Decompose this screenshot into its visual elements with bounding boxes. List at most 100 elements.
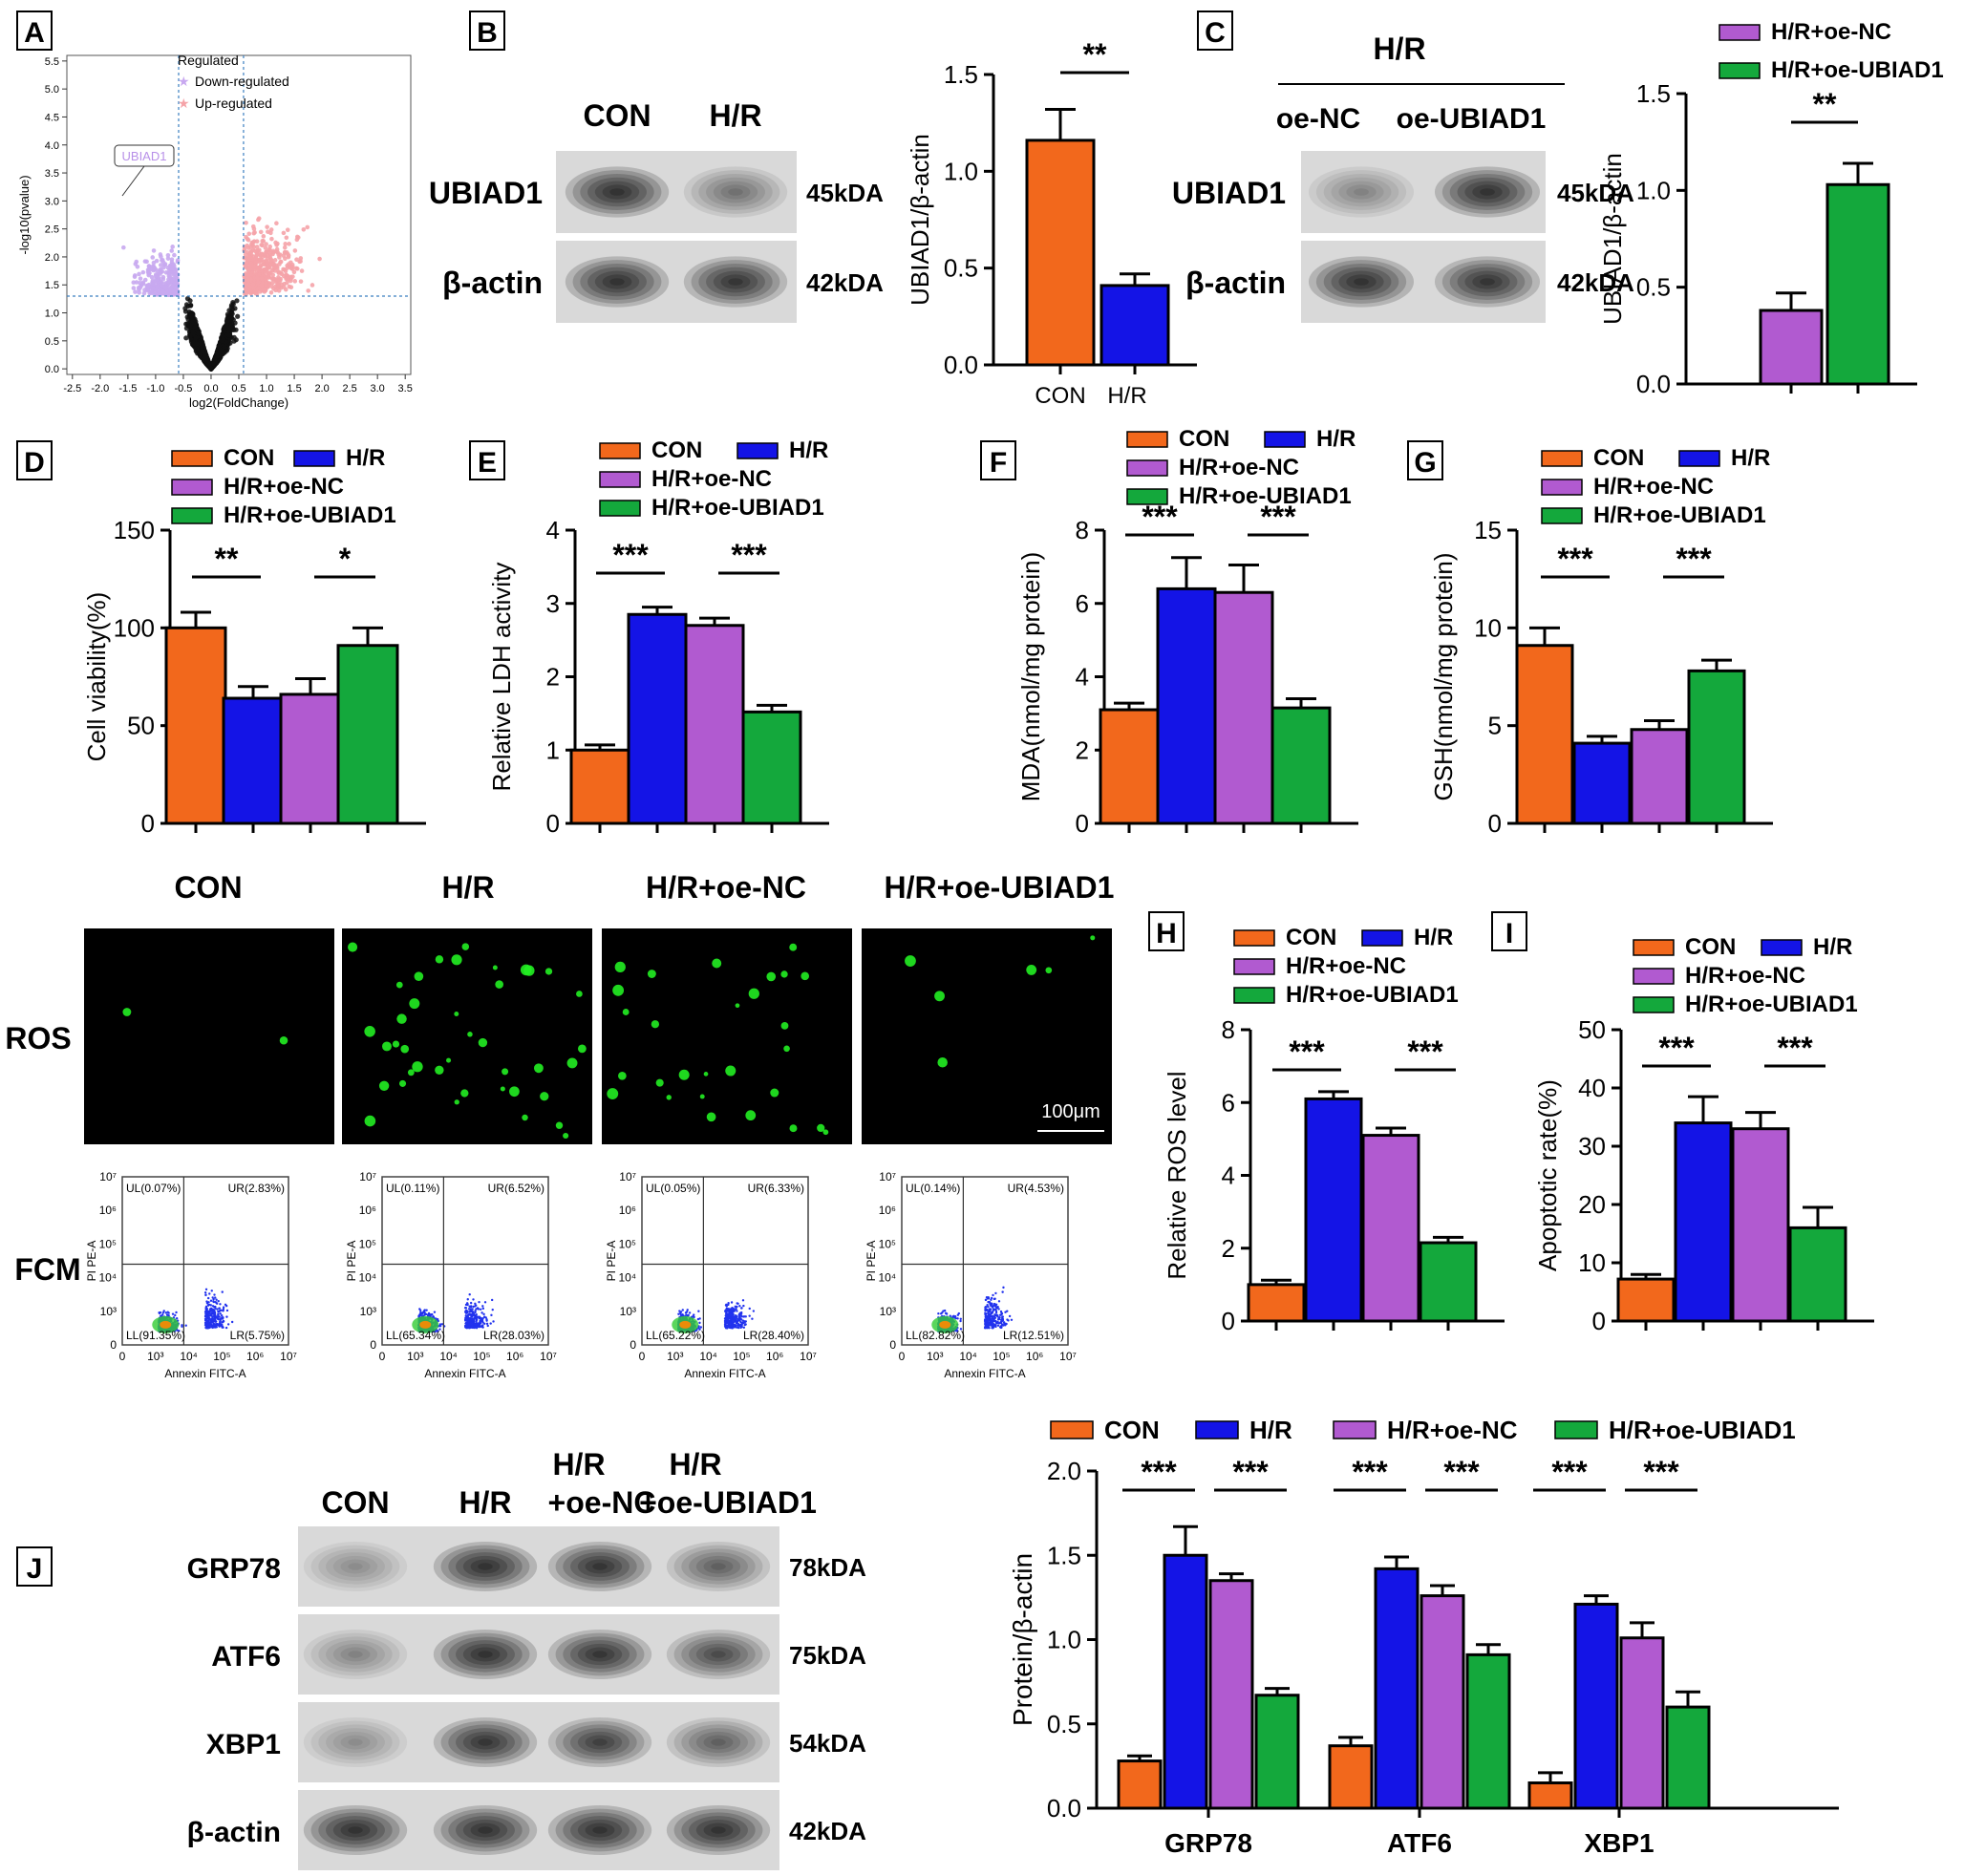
ros-cell bbox=[622, 1009, 630, 1015]
chartG-legend-swatch bbox=[1541, 450, 1583, 467]
volcano-point-down bbox=[154, 258, 160, 264]
chartG-ytick-label: 15 bbox=[1474, 516, 1502, 544]
ros-cell bbox=[495, 980, 503, 989]
volcano-point-ns bbox=[185, 316, 191, 322]
ros-cell bbox=[905, 955, 916, 967]
chartF-legend-swatch bbox=[1264, 431, 1306, 448]
volcano-point-down bbox=[163, 270, 169, 275]
volcano-point-up bbox=[301, 226, 307, 232]
volcano-point-up bbox=[251, 239, 257, 244]
chartD-ytick-label: 0 bbox=[141, 809, 155, 838]
chartD-ylabel: Cell viability(%) bbox=[82, 592, 111, 762]
volcano-point-down bbox=[170, 245, 175, 249]
chartD-bar bbox=[222, 696, 285, 825]
volcano-point-up bbox=[264, 249, 268, 255]
chartG-sig-label: *** bbox=[1676, 542, 1712, 576]
volcano-ytick-label: 1.0 bbox=[45, 309, 59, 320]
volcano-ytick-label: 2.5 bbox=[45, 224, 59, 236]
chartJ-legend-label: H/R+oe-NC bbox=[1387, 1416, 1518, 1444]
ros-title: CON bbox=[174, 870, 242, 905]
ros-image bbox=[602, 928, 852, 1144]
ros-cell bbox=[435, 1065, 444, 1075]
volcano-point-down bbox=[174, 271, 179, 276]
fcm-event bbox=[206, 1304, 210, 1307]
chartE-sig-label: *** bbox=[612, 538, 649, 572]
fcm-event bbox=[213, 1312, 217, 1316]
chartD-legend-label: CON bbox=[224, 445, 274, 471]
chartJ-bar bbox=[1208, 1579, 1254, 1810]
chartH-legend-swatch bbox=[1233, 958, 1275, 975]
volcano-point-up bbox=[310, 283, 315, 288]
chartJ-bar bbox=[1465, 1652, 1511, 1810]
volcano-ylabel: -log10(pvalue) bbox=[17, 175, 32, 254]
gene-label: UBIAD1 bbox=[122, 149, 167, 163]
volcano-point-down bbox=[145, 283, 150, 288]
chartI-sig-label: *** bbox=[1658, 1031, 1695, 1065]
volcano-point-ns bbox=[187, 333, 193, 339]
volcano-point-up bbox=[251, 265, 257, 270]
chartJ-bar bbox=[1374, 1567, 1420, 1810]
volcano-point-up bbox=[274, 221, 279, 226]
fcm-event bbox=[175, 1311, 178, 1314]
volcano-point-up bbox=[276, 252, 281, 257]
volcano-xtick-label: -0.5 bbox=[174, 383, 192, 394]
chartD-bar bbox=[336, 644, 399, 825]
chartB-sig-label: ** bbox=[1083, 37, 1107, 72]
fcm-event bbox=[210, 1290, 213, 1292]
ros-cell bbox=[364, 1115, 376, 1127]
chartJ-group-label: ATF6 bbox=[1387, 1828, 1452, 1858]
volcano-point-ns bbox=[200, 342, 205, 348]
chartG-legend-label: H/R+oe-NC bbox=[1593, 474, 1714, 500]
fcm-event bbox=[206, 1311, 210, 1313]
chartH-legend-label: CON bbox=[1286, 925, 1336, 950]
chartJ-group-label: GRP78 bbox=[1164, 1828, 1252, 1858]
volcano-legend-up: Up-regulated bbox=[195, 96, 272, 111]
chartJ-sig-label: *** bbox=[1643, 1455, 1679, 1489]
volcano-legend-title: Regulated bbox=[178, 53, 239, 68]
volcano-point-down bbox=[158, 252, 163, 257]
fcm-event bbox=[181, 1325, 183, 1328]
ros-cell bbox=[396, 1013, 407, 1024]
volcano-point-up bbox=[244, 234, 248, 240]
chartB-ytick-label: 1.0 bbox=[944, 157, 978, 185]
chartF-legend-swatch bbox=[1126, 431, 1168, 448]
volcano-point-up bbox=[286, 253, 291, 258]
fcm-ylabel: PI PE-A bbox=[85, 1241, 98, 1282]
volcano-point-ns bbox=[234, 298, 240, 304]
chartB-xlabel: CON bbox=[1035, 383, 1085, 409]
chartG-legend-swatch bbox=[1541, 479, 1583, 496]
blotB-kda-label: 42kDA bbox=[806, 268, 884, 297]
ros-cell bbox=[395, 981, 403, 989]
chartI-legend-swatch bbox=[1633, 996, 1675, 1013]
volcano-point-up bbox=[245, 288, 250, 292]
volcano-point-up bbox=[253, 290, 258, 296]
chartC-bar bbox=[1825, 182, 1890, 386]
fcm-ytick-label: 10⁷ bbox=[99, 1170, 117, 1183]
volcano-point-up bbox=[287, 242, 291, 246]
chartJ-sig-label: *** bbox=[1352, 1455, 1388, 1489]
volcano-xtick-label: 0.0 bbox=[203, 383, 218, 394]
volcano-point-ns bbox=[225, 332, 231, 338]
star-icon: ★ bbox=[178, 74, 190, 89]
fcm-event bbox=[205, 1302, 209, 1305]
ros-cell bbox=[348, 942, 358, 952]
chartG-ylabel: GSH(nmol/mg protein) bbox=[1429, 552, 1458, 800]
fcm-event bbox=[213, 1305, 216, 1309]
volcano-point-ns bbox=[211, 362, 217, 368]
chartI-legend-swatch bbox=[1633, 939, 1675, 956]
volcano-point-ns bbox=[208, 366, 214, 372]
chartG-bar bbox=[1572, 741, 1632, 825]
volcano-xtick-label: 1.5 bbox=[287, 383, 301, 394]
chartC-legend-swatch bbox=[1718, 62, 1761, 79]
fcm-event bbox=[221, 1290, 224, 1293]
chartB-ylabel: UBIAD1/β-actin bbox=[906, 134, 934, 306]
band bbox=[711, 1738, 726, 1746]
ros-cell bbox=[279, 1035, 288, 1045]
volcano-point-down bbox=[158, 271, 162, 276]
fcm-event bbox=[225, 1309, 229, 1312]
blotB-row-label: UBIAD1 bbox=[429, 176, 543, 210]
chartB-bar bbox=[1099, 284, 1170, 367]
volcano-point-up bbox=[267, 244, 273, 249]
band bbox=[728, 278, 743, 286]
chartJ-group-label: XBP1 bbox=[1584, 1828, 1654, 1858]
